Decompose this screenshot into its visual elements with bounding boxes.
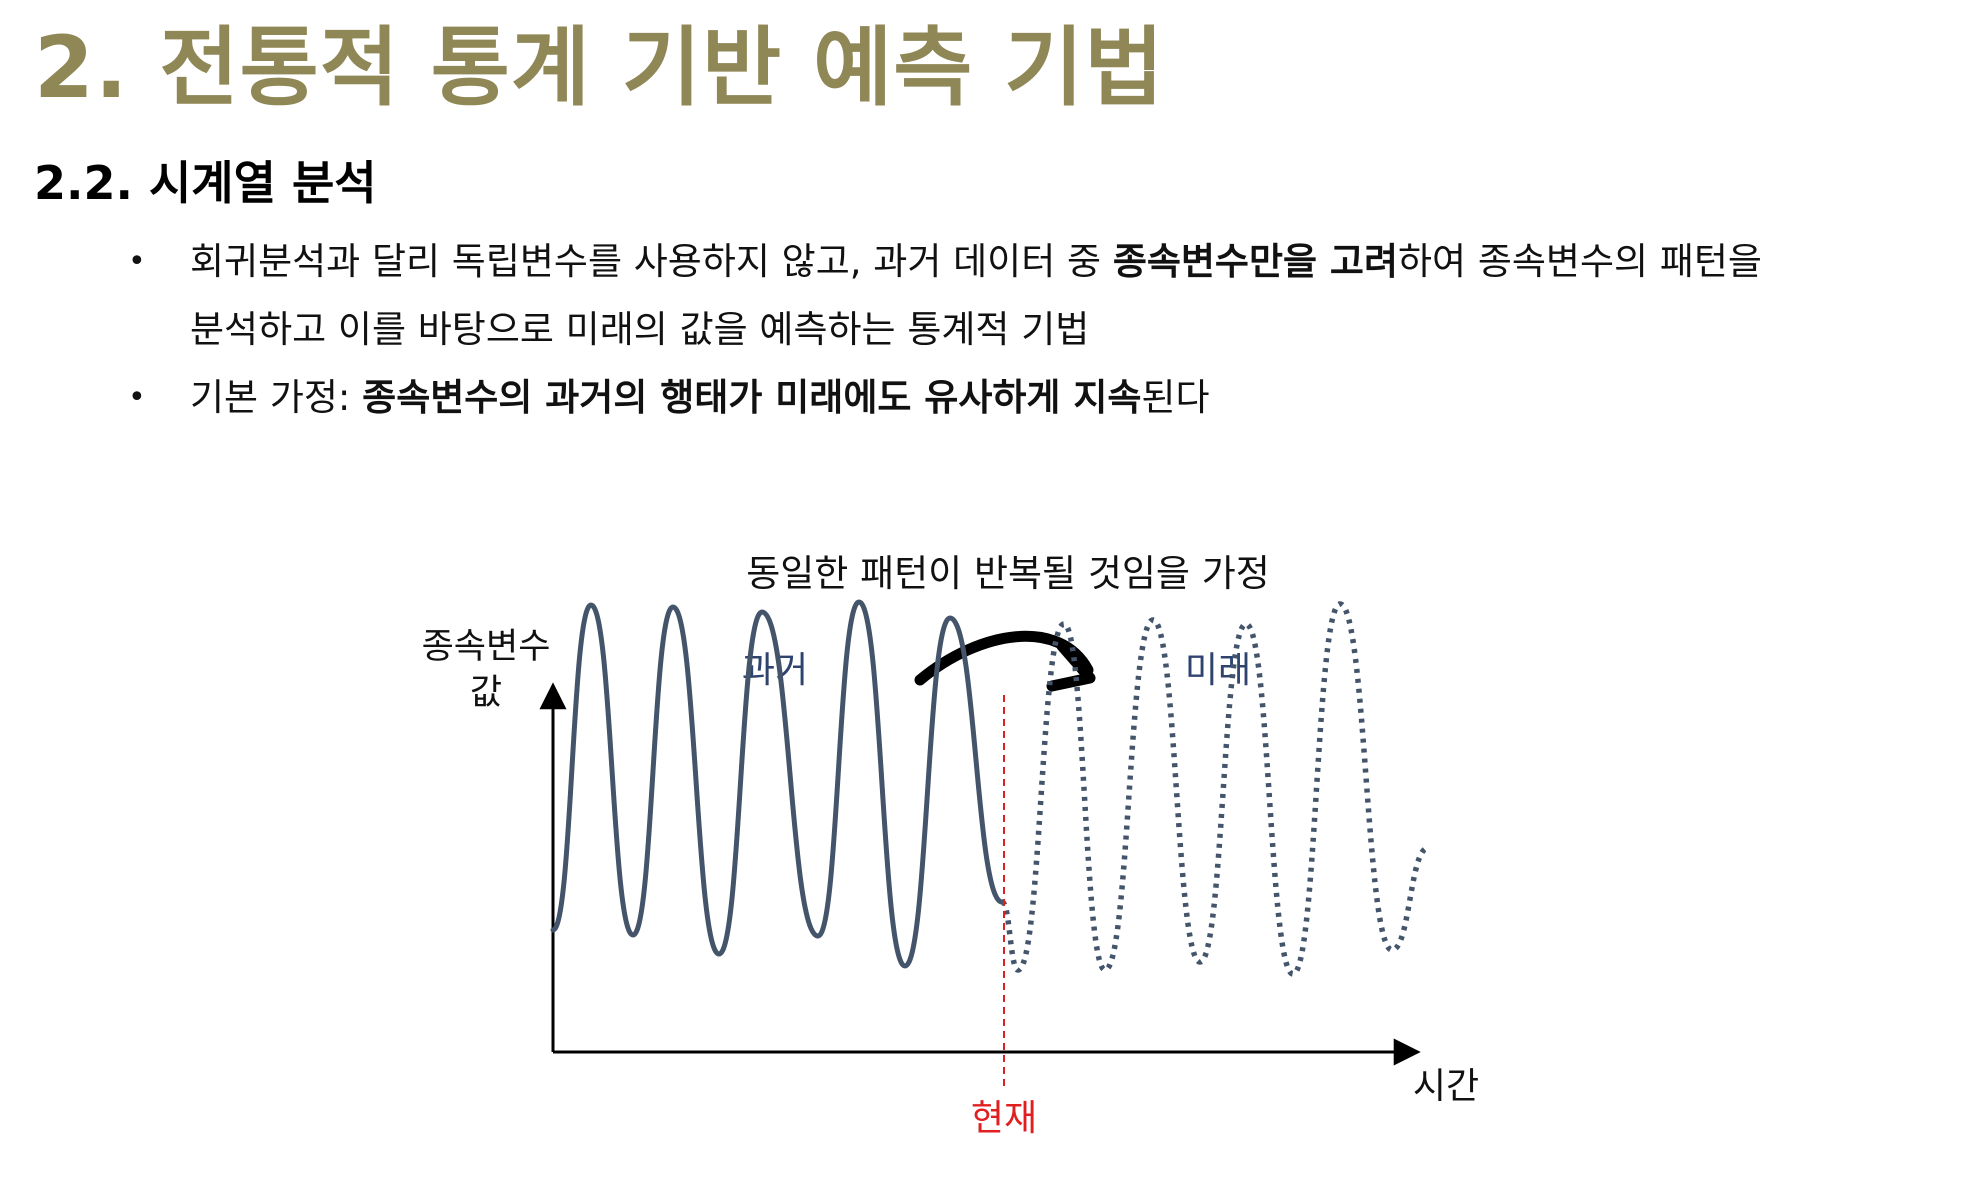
bullet-emphasis: 종속변수의 과거의 행태가 미래에도 유사하게 지속 [362,376,1142,419]
bullet-line-2: 분석하고 이를 바탕으로 미래의 값을 예측하는 통계적 기법 [190,308,1090,351]
present-label: 현재 [971,1098,1037,1139]
past-label: 과거 [742,650,808,691]
time-series-diagram: 동일한 패턴이 반복될 것임을 가정 종속변수 값 과거 미래 시간 현재 [422,552,1480,1139]
bullet-item-assumption: • 기본 가정: 종속변수의 과거의 행태가 미래에도 유사하게 지속된다 [128,364,1948,432]
bullet-marker: • [128,244,146,279]
bullet-emphasis: 종속변수만을 고려 [1112,240,1399,283]
bullet-line: 기본 가정: 종속변수의 과거의 행태가 미래에도 유사하게 지속된다 [190,364,1948,432]
page-title: 2. 전통적 통계 기반 예측 기법 [34,18,1165,118]
future-label: 미래 [1185,650,1251,691]
y-axis-label-line1: 종속변수 [422,627,551,667]
bullet-text: 회귀분석과 달리 독립변수를 사용하지 않고, 과거 데이터 중 [190,240,1113,283]
bullet-text: 된다 [1141,376,1210,419]
bullet-line-1: 회귀분석과 달리 독립변수를 사용하지 않고, 과거 데이터 중 종속변수만을 … [190,228,1948,296]
section-heading: 2.2. 시계열 분석 [34,156,377,210]
bullet-item-definition: • 회귀분석과 달리 독립변수를 사용하지 않고, 과거 데이터 중 종속변수만… [128,228,1948,364]
bullet-text: 하여 종속변수의 패턴을 [1398,240,1762,283]
repeat-arrow-head [1046,640,1096,692]
past-series-line [550,599,1005,969]
bullet-text: 기본 가정: [190,376,363,419]
y-axis-label-line2: 값 [470,673,502,713]
diagram-caption: 동일한 패턴이 반복될 것임을 가정 [746,552,1270,595]
bullet-list: • 회귀분석과 달리 독립변수를 사용하지 않고, 과거 데이터 중 종속변수만… [128,228,1948,432]
bullet-marker: • [128,380,146,415]
x-axis-label: 시간 [1413,1066,1479,1107]
